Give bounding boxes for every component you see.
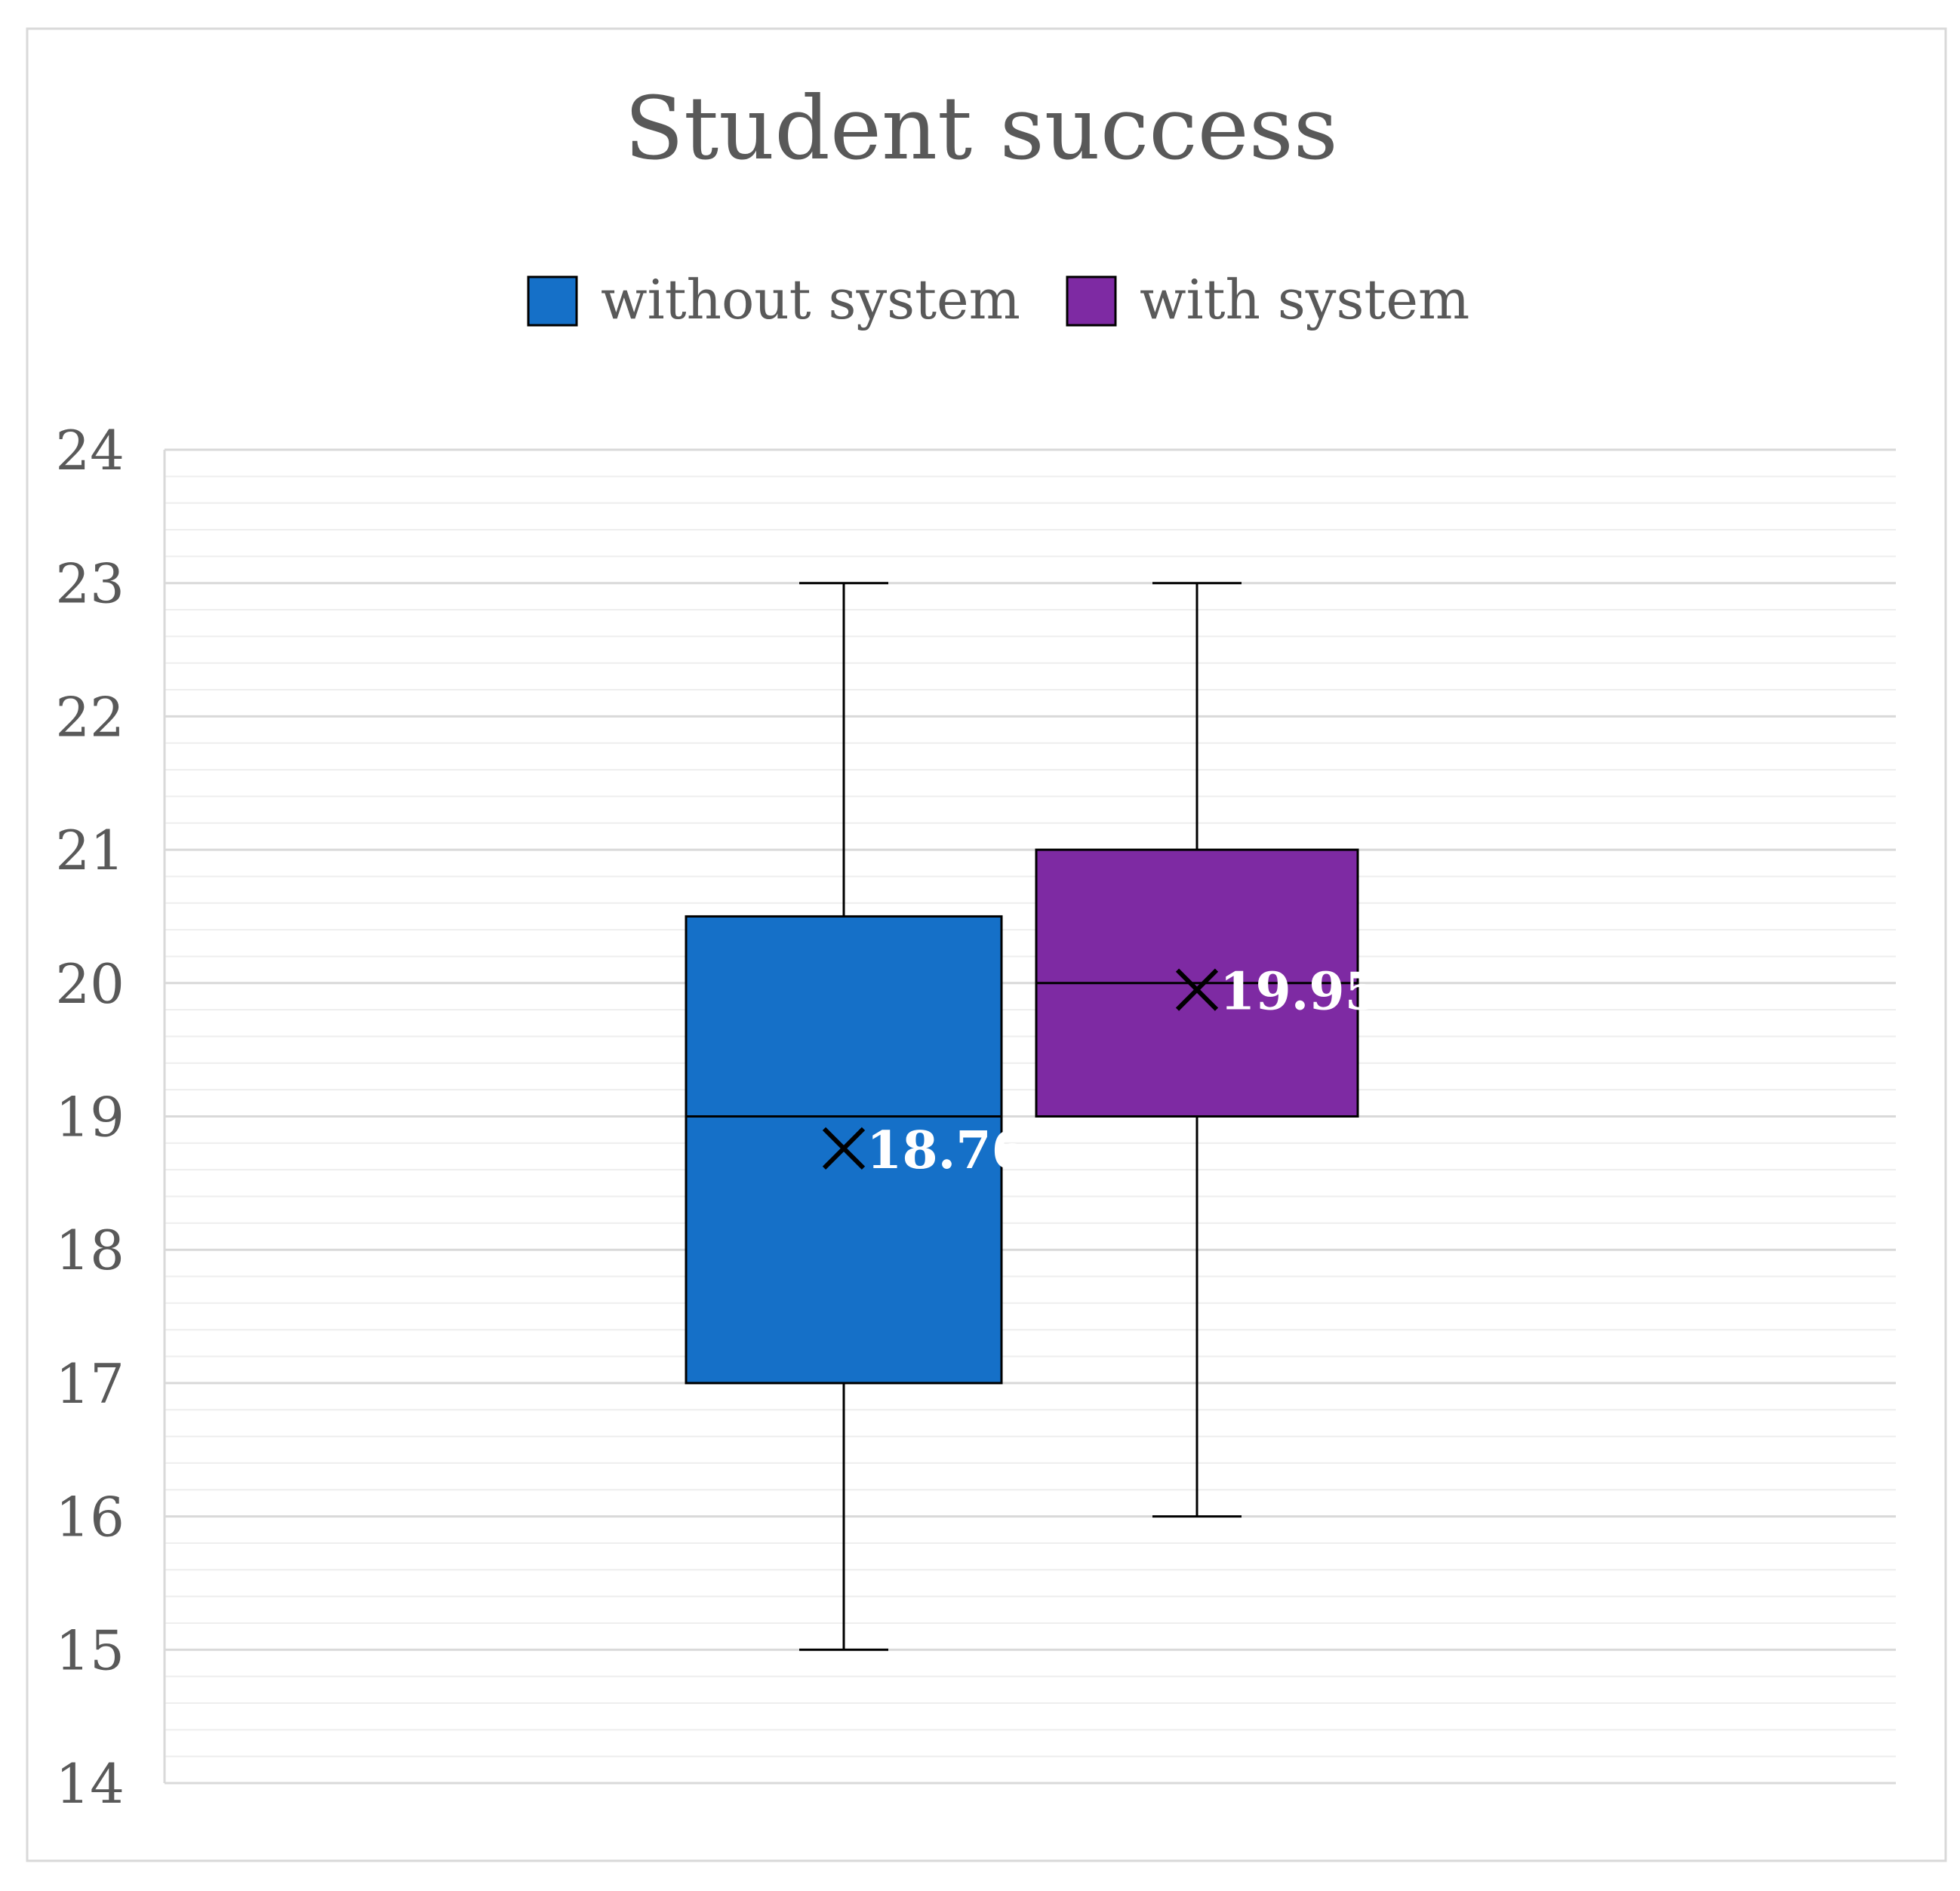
y-tick-label: 16 [55, 1486, 125, 1549]
mean-marker [1175, 968, 1219, 1011]
y-tick-label: 21 [55, 819, 125, 882]
y-tick-label: 18 [55, 1219, 125, 1282]
y-tick-label: 17 [55, 1352, 125, 1416]
y-tick-label: 19 [55, 1086, 125, 1149]
legend-swatch-with-system [1066, 275, 1117, 327]
box-series: 18.76 19.95 [685, 582, 1380, 1651]
legend-label-with-system: with system [1140, 268, 1469, 331]
gridlines [165, 448, 1896, 1785]
y-tick-label: 15 [55, 1619, 125, 1682]
y-tick-label: 20 [55, 952, 125, 1016]
legend-label-without-system: without system [601, 268, 1020, 331]
box-with-system: 19.95 [1035, 582, 1380, 1518]
legend: without system with system [527, 268, 1469, 331]
box-without-system: 18.76 [685, 582, 1027, 1651]
mean-data-label: 19.95 [1220, 962, 1380, 1022]
mean-marker [822, 1127, 866, 1170]
y-tick-label: 22 [55, 685, 125, 749]
y-axis: 14 15 16 17 18 19 20 21 22 23 24 [55, 419, 166, 1816]
chart-title: Student success [624, 78, 1338, 180]
y-tick-label: 14 [55, 1752, 125, 1816]
mean-data-label: 18.76 [866, 1121, 1027, 1181]
y-tick-label: 24 [55, 419, 125, 482]
legend-swatch-without-system [527, 275, 578, 327]
y-tick-label: 23 [55, 552, 125, 616]
